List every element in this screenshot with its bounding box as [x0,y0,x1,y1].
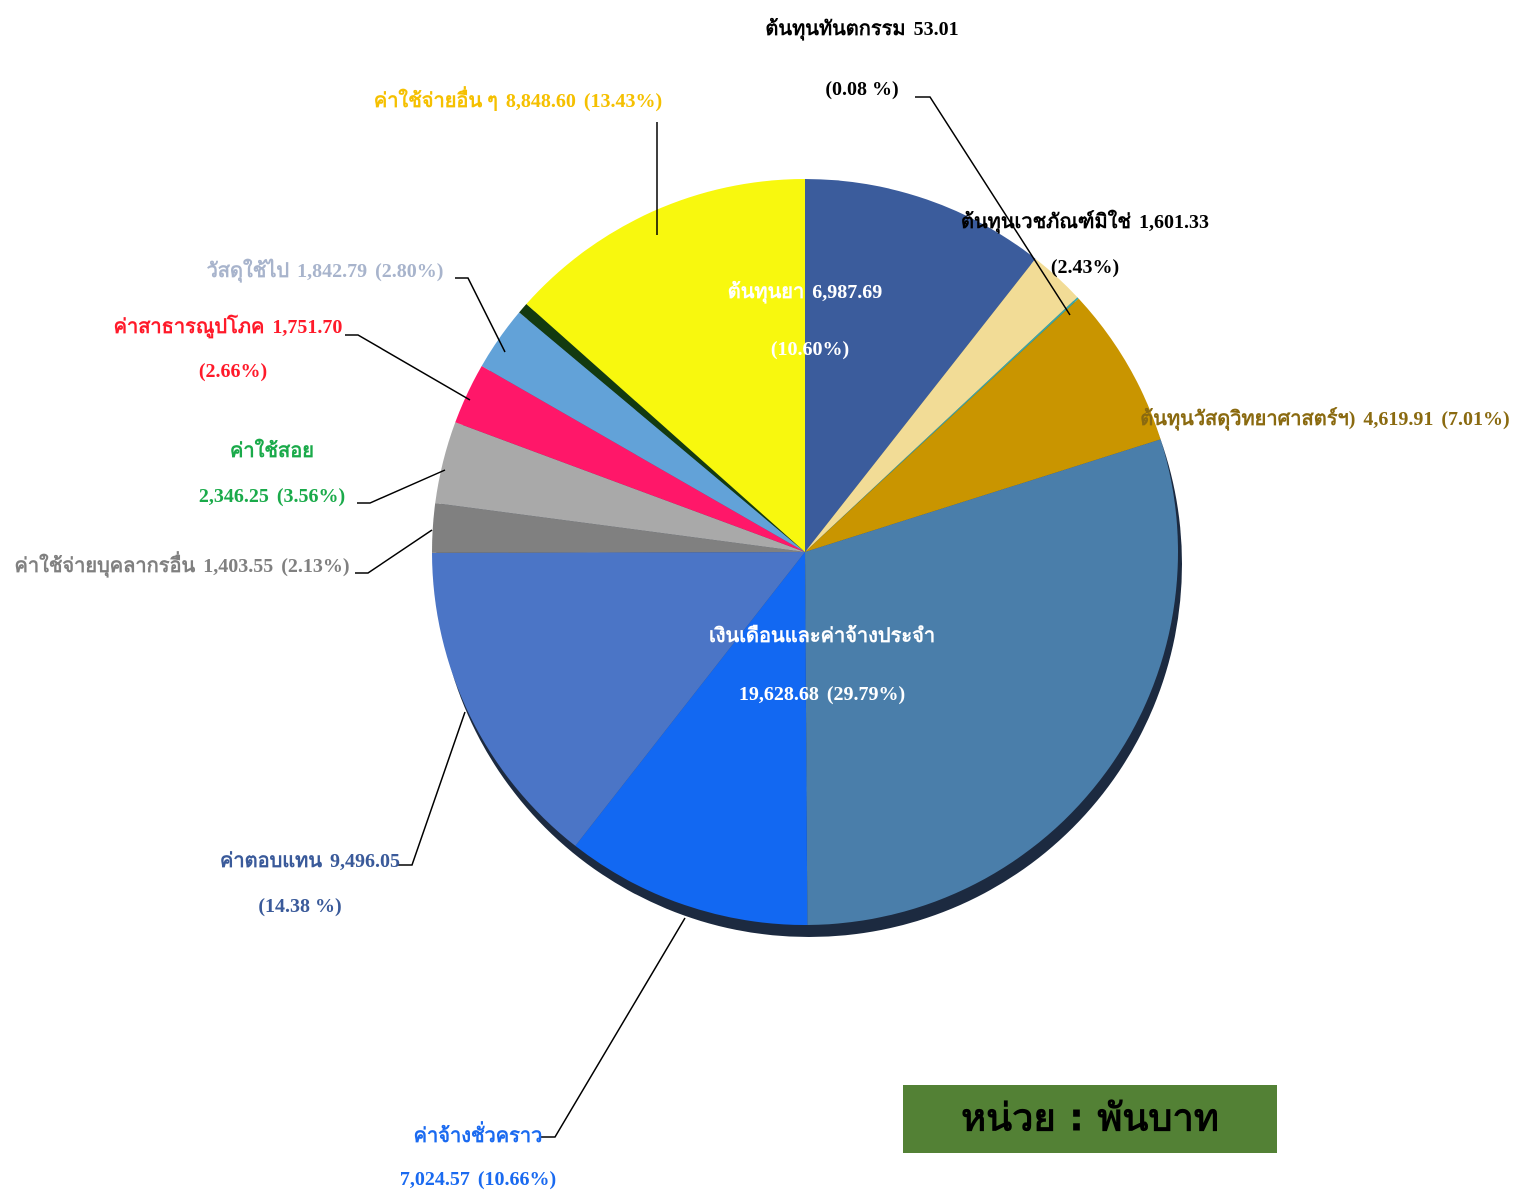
unit-label: หน่วย : พันบาท [961,1096,1219,1140]
label-percent-labels: (10.66%) [478,1168,556,1190]
label-value-labels: 19,628.68 [739,683,819,705]
label-categories: ค่าจ้างชั่วคราว [414,1120,543,1147]
label-percent-labels: (3.56%) [277,485,345,507]
label-value-labels: 7,024.57 [400,1168,470,1190]
slice-label: ค่าใช้จ่ายบุคลากรอื่น 1,403.55 (2.13%) [14,550,349,578]
label-categories: ต้นทุนทันตกรรม [765,17,905,41]
label-categories: วัสดุใช้ไป [207,258,290,283]
slice-label: 19,628.68 (29.79%) [739,683,905,705]
label-percent-labels: (10.60%) [771,338,849,360]
pie-slice [432,552,805,846]
label-percent-labels: (14.38 %) [258,895,341,917]
pie-slice [455,365,805,552]
leader-line [915,96,1071,316]
slice-label: ต้นทุนทันตกรรม 53.01 [765,17,958,41]
slice-label: ต้นทุนวัสดุวิทยาศาสตร์ฯ) 4,619.91 (7.01%) [1140,407,1509,431]
slice-label: (10.60%) [771,338,849,360]
pie-slice [805,297,1079,552]
label-percent-labels: (0.08 %) [825,78,898,100]
slice-label: (2.43%) [1051,256,1119,278]
label-value-labels: 9,496.05 [330,850,400,872]
pie-slice [526,179,805,552]
unit-box [903,1085,1277,1153]
label-percent-labels: (2.13%) [281,555,349,577]
label-categories: ค่าตอบแทน [220,850,322,872]
label-value-labels: 4,619.91 [1363,408,1433,430]
label-value-labels: 1,601.33 [1139,211,1209,233]
label-value-labels: 1,403.55 [203,555,273,577]
slice-label: ค่าตอบแทน 9,496.05 [220,850,400,872]
leader-line [455,277,506,353]
slice-label: (2.66%) [199,360,267,382]
leader-line [345,334,471,401]
pie-slice [575,552,808,925]
label-categories: เงินเดือนและค่าจ้างประจำ [709,624,935,647]
slice-label: ค่าสาธารณูปโภค 1,751.70 [114,314,343,340]
label-categories: ต้นทุนวัสดุวิทยาศาสตร์ฯ) [1140,407,1355,431]
leader-line [357,469,446,504]
label-percent-labels: (13.43%) [584,90,662,112]
pie-slice [805,439,1178,925]
pie-slice [481,312,805,552]
label-value-labels: 53.01 [914,18,959,40]
leader-line [540,917,686,1138]
pie-slice [805,179,1036,552]
slice-label: 7,024.57 (10.66%) [400,1168,556,1190]
label-value-labels: 1,751.70 [272,316,342,338]
leader-line [397,711,466,866]
label-percent-labels: (29.79%) [827,683,905,705]
pie-slice [805,258,1078,552]
slice-label: 2,346.25 (3.56%) [199,485,345,507]
slice-label: ค่าจ้างชั่วคราว [414,1120,543,1147]
label-percent-labels: (2.43%) [1051,256,1119,278]
slice-label: เงินเดือนและค่าจ้างประจำ [709,624,935,647]
label-percent-labels: (7.01%) [1441,408,1509,430]
slice-label: ต้นทุนเวชภัณฑ์มิใช่ 1,601.33 [961,209,1209,234]
slice-label: ค่าใช้สอย [230,438,314,462]
pie-slice [435,422,805,552]
label-categories: ค่าสาธารณูปโภค [114,314,265,340]
label-categories: ค่าใช้จ่ายอื่น ๆ [374,85,498,112]
label-percent-labels: (2.80%) [375,260,443,282]
slice-label: ต้นทุนยา 6,987.69 [728,280,882,304]
leader-line [355,529,433,574]
slice-label: วัสดุใช้ไป 1,842.79 (2.80%) [207,258,444,283]
pie-slice [519,304,805,552]
pie-slice [805,298,1161,552]
label-categories: ต้นทุนยา [728,280,804,304]
label-percent-labels: (2.66%) [199,360,267,382]
slice-label: ค่าใช้จ่ายอื่น ๆ 8,848.60 (13.43%) [374,85,662,112]
label-categories: ค่าใช้จ่ายบุคลากรอื่น [14,550,195,578]
label-categories: ต้นทุนเวชภัณฑ์มิใช่ [961,209,1131,234]
label-value-labels: 1,842.79 [297,260,367,282]
label-value-labels: 8,848.60 [506,90,576,112]
label-value-labels: 2,346.25 [199,485,269,507]
slice-label: (0.08 %) [825,78,898,100]
slice-label: (14.38 %) [258,895,341,917]
pie [432,179,1178,925]
label-value-labels: 6,987.69 [812,281,882,303]
pie-slice [432,503,805,553]
label-categories: ค่าใช้สอย [230,438,314,462]
